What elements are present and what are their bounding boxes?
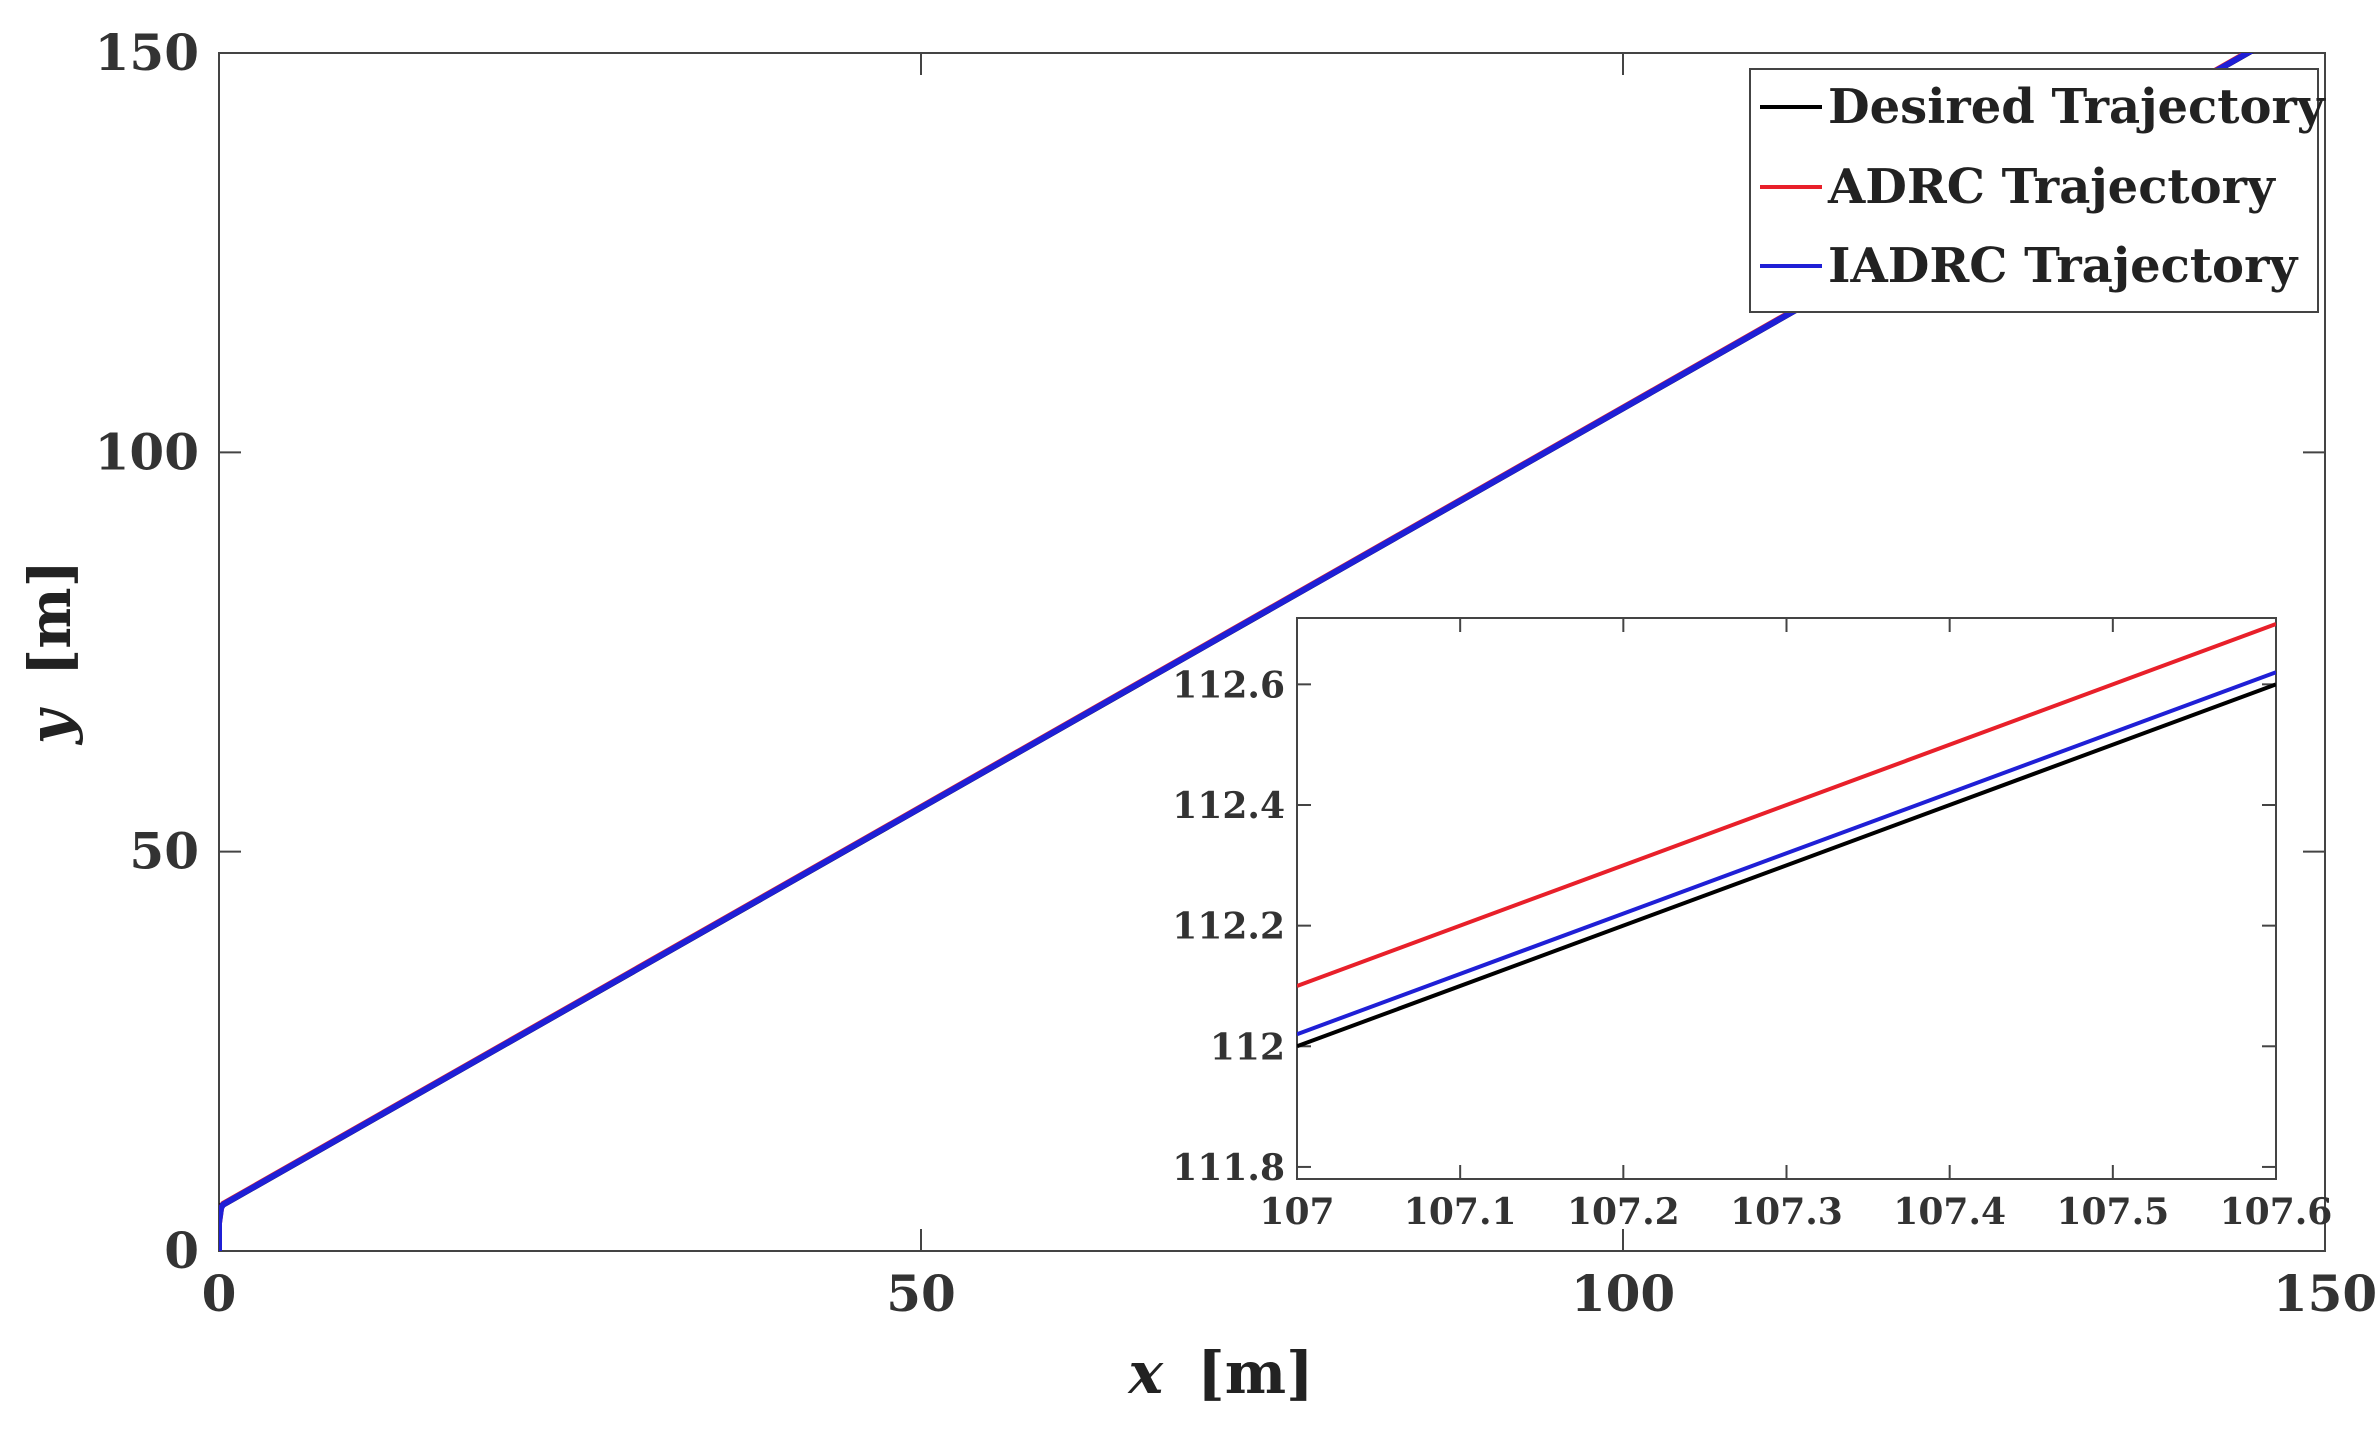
inset-y-tick-label: 111.8 xyxy=(1172,1147,1285,1189)
legend: Desired Trajectory ADRC Trajectory IADRC… xyxy=(1749,68,2327,313)
main-y-tick-label: 100 xyxy=(95,422,199,481)
inset-x-tick-label: 107.6 xyxy=(2220,1191,2333,1233)
y-axis-label: y [m] xyxy=(16,560,84,746)
inset-x-tick-label: 107.4 xyxy=(1893,1191,2006,1233)
inset-plot-area xyxy=(1296,617,2277,1180)
main-tick-labels: 0 50 100 150 0 50 100 150 xyxy=(95,23,2377,1323)
inset-series-line-0 xyxy=(1297,682,2276,1049)
main-x-tick-label: 100 xyxy=(1571,1264,1675,1323)
inset-x-tick-label: 107 xyxy=(1259,1191,1334,1233)
main-y-tick-label: 150 xyxy=(95,23,199,82)
main-x-tick-label: 50 xyxy=(886,1264,956,1323)
inset-y-tick-label: 112 xyxy=(1210,1026,1285,1068)
main-y-tick-label: 50 xyxy=(129,822,199,881)
inset-x-tick-label: 107.5 xyxy=(2056,1191,2169,1233)
inset-series xyxy=(1297,622,2276,1049)
main-series xyxy=(219,53,2254,1251)
legend-label-iadrc: IADRC Trajectory xyxy=(1828,238,2299,294)
legend-label-desired: Desired Trajectory xyxy=(1828,79,2327,135)
inset-y-tick-label: 112.6 xyxy=(1172,664,1285,706)
main-x-tick-label: 150 xyxy=(2273,1264,2377,1323)
inset-series-line-1 xyxy=(1297,622,2276,988)
inset-series-line-2 xyxy=(1297,670,2276,1037)
main-y-tick-label: 0 xyxy=(164,1221,199,1280)
inset-tick-labels: 107 107.1 107.2 107.3 107.4 107.5 107.6 111.8 11… xyxy=(1172,664,2332,1233)
inset-y-tick-label: 112.4 xyxy=(1172,785,1285,827)
legend-box xyxy=(1749,68,2319,313)
legend-label-adrc: ADRC Trajectory xyxy=(1827,159,2277,215)
inset-x-tick-label: 107.2 xyxy=(1567,1191,1680,1233)
main-x-tick-label: 0 xyxy=(202,1264,237,1323)
main-series-line-2 xyxy=(219,53,2254,1251)
inset-x-tick-label: 107.3 xyxy=(1730,1191,1843,1233)
x-axis-label: x [m] xyxy=(1126,1339,1313,1407)
inset-x-tick-label: 107.1 xyxy=(1404,1191,1517,1233)
inset-y-tick-label: 112.2 xyxy=(1172,906,1285,948)
